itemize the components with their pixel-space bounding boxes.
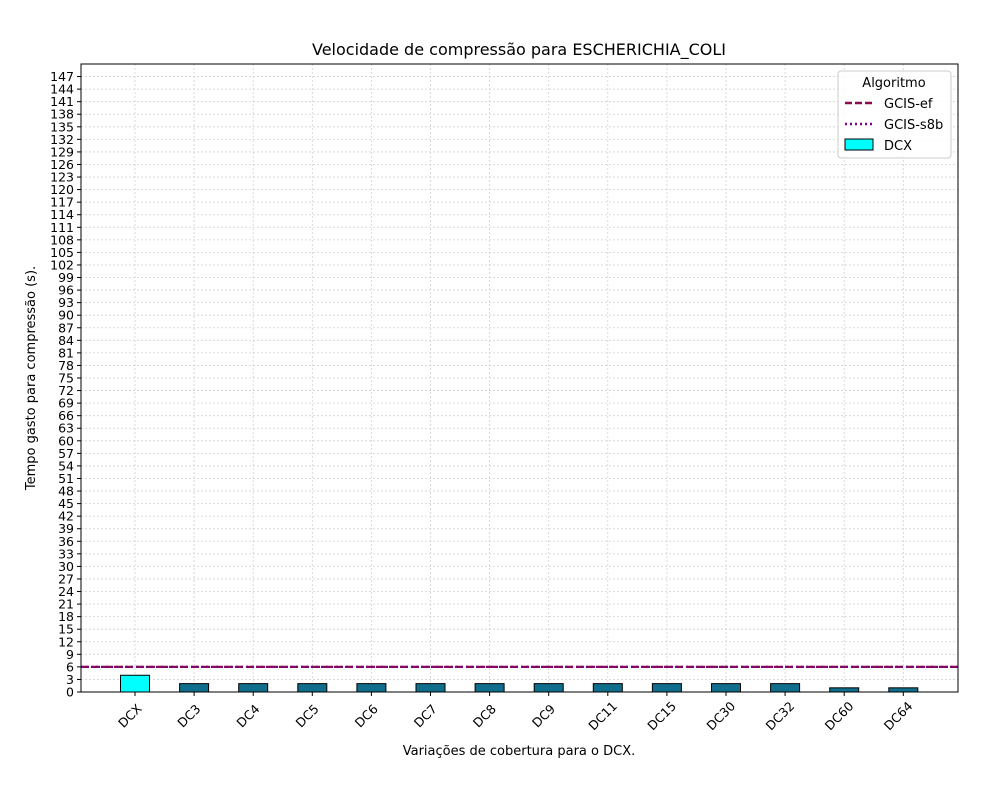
- legend-label-gcis-s8b: GCIS-s8b: [884, 118, 943, 133]
- y-tick-label: 45: [58, 496, 74, 511]
- y-tick-label: 147: [50, 69, 74, 84]
- y-tick-label: 24: [58, 584, 74, 599]
- y-tick-label: 54: [58, 458, 74, 473]
- bar-dc5: [297, 683, 328, 693]
- y-tick-label: 123: [50, 170, 74, 185]
- y-tick-label: 3: [66, 672, 74, 687]
- y-tick-label: 117: [50, 195, 74, 210]
- y-tick-label: 102: [50, 257, 74, 272]
- y-tick-label: 138: [50, 107, 74, 122]
- x-tick-label: DC64: [881, 698, 916, 733]
- x-tick-label: DC9: [529, 701, 558, 730]
- y-tick-label: 105: [50, 245, 74, 260]
- y-tick-label: 78: [58, 358, 74, 373]
- x-tick-label: DC30: [703, 698, 738, 733]
- legend-title: Algoritmo: [862, 76, 925, 91]
- y-tick-label: 51: [58, 471, 74, 486]
- y-tick-label: 90: [58, 308, 74, 323]
- bar-dc11: [592, 683, 623, 693]
- y-tick-label: 111: [50, 220, 74, 235]
- y-tick-label: 108: [50, 232, 74, 247]
- bar-dc8: [474, 683, 505, 693]
- bar-dc6: [356, 683, 387, 693]
- y-tick-label: 144: [50, 82, 74, 97]
- y-tick-label: 57: [58, 446, 74, 461]
- y-tick-label: 33: [58, 546, 74, 561]
- legend: Algoritmo GCIS-ef GCIS-s8b DCX: [837, 70, 952, 159]
- y-tick-label: 60: [58, 433, 74, 448]
- x-tick-label: DC4: [233, 701, 262, 730]
- legend-box: [837, 70, 952, 159]
- x-ticks: DCX DC3 DC4 DC5 DC6 DC7 DC8 DC9 DC11 DC15 DC30 DC32…: [115, 692, 916, 733]
- bar-dc7: [415, 683, 446, 693]
- x-tick-label: DC8: [470, 701, 499, 730]
- y-tick-label: 66: [58, 408, 74, 423]
- bar-dc30: [711, 683, 741, 693]
- y-tick-label: 21: [58, 597, 74, 612]
- x-tick-label: DC3: [174, 701, 203, 730]
- y-tick-label: 42: [58, 509, 74, 524]
- y-tick-label: 93: [58, 295, 74, 310]
- y-tick-label: 84: [58, 333, 74, 348]
- y-tick-label: 132: [50, 132, 74, 147]
- y-tick-label: 39: [58, 521, 74, 536]
- bar-dc3: [179, 683, 210, 693]
- bar-dc60: [829, 687, 860, 693]
- y-tick-label: 15: [58, 622, 74, 637]
- y-tick-label: 36: [58, 534, 74, 549]
- x-tick-label: DC11: [585, 698, 620, 733]
- x-tick-label: DC6: [352, 701, 381, 730]
- y-tick-label: 99: [58, 270, 74, 285]
- y-tick-label: 141: [50, 94, 74, 109]
- y-tick-label: 96: [58, 283, 74, 298]
- x-tick-label: DCX: [115, 701, 145, 731]
- y-tick-label: 0: [66, 685, 74, 700]
- bar-dc9: [533, 683, 564, 693]
- y-tick-label: 9: [66, 647, 74, 662]
- x-tick-label: DC5: [293, 701, 322, 730]
- x-tick-label: DC15: [644, 698, 679, 733]
- bars: [120, 674, 919, 693]
- y-tick-label: 135: [50, 119, 74, 134]
- y-tick-label: 87: [58, 320, 74, 335]
- y-tick-label: 18: [58, 609, 74, 624]
- y-tick-label: 120: [50, 182, 74, 197]
- y-tick-label: 126: [50, 157, 74, 172]
- y-tick-label: 114: [50, 207, 74, 222]
- chart-title: Velocidade de compressão para ESCHERICHI…: [312, 40, 726, 60]
- y-tick-label: 75: [58, 371, 74, 386]
- y-tick-label: 48: [58, 484, 74, 499]
- y-ticks: 0369121518212427303336394245485154576063…: [50, 69, 81, 700]
- bar-dc15: [651, 683, 682, 693]
- bar-dc64: [888, 687, 919, 693]
- bar-dc4: [238, 683, 269, 693]
- y-tick-label: 72: [58, 383, 74, 398]
- legend-label-dcx: DCX: [884, 139, 912, 154]
- x-tick-label: DC7: [411, 701, 440, 730]
- y-tick-label: 6: [66, 659, 74, 674]
- grid-layer: [81, 64, 958, 693]
- legend-label-gcis-ef: GCIS-ef: [884, 97, 933, 112]
- y-tick-label: 81: [58, 345, 74, 360]
- y-axis-title: Tempo gasto para compressão (s).: [24, 266, 39, 491]
- y-tick-label: 129: [50, 144, 74, 159]
- bar-dc32: [770, 683, 801, 693]
- bar-dcx: [120, 674, 150, 693]
- y-tick-label: 69: [58, 396, 74, 411]
- y-tick-label: 63: [58, 421, 74, 436]
- y-tick-label: 12: [58, 634, 74, 649]
- y-tick-label: 30: [58, 559, 74, 574]
- x-tick-label: DC32: [762, 698, 797, 733]
- legend-swatch-dcx: [844, 138, 874, 151]
- x-tick-label: DC60: [822, 698, 857, 733]
- y-tick-label: 27: [58, 571, 74, 586]
- x-axis-title: Variações de cobertura para o DCX.: [403, 744, 636, 759]
